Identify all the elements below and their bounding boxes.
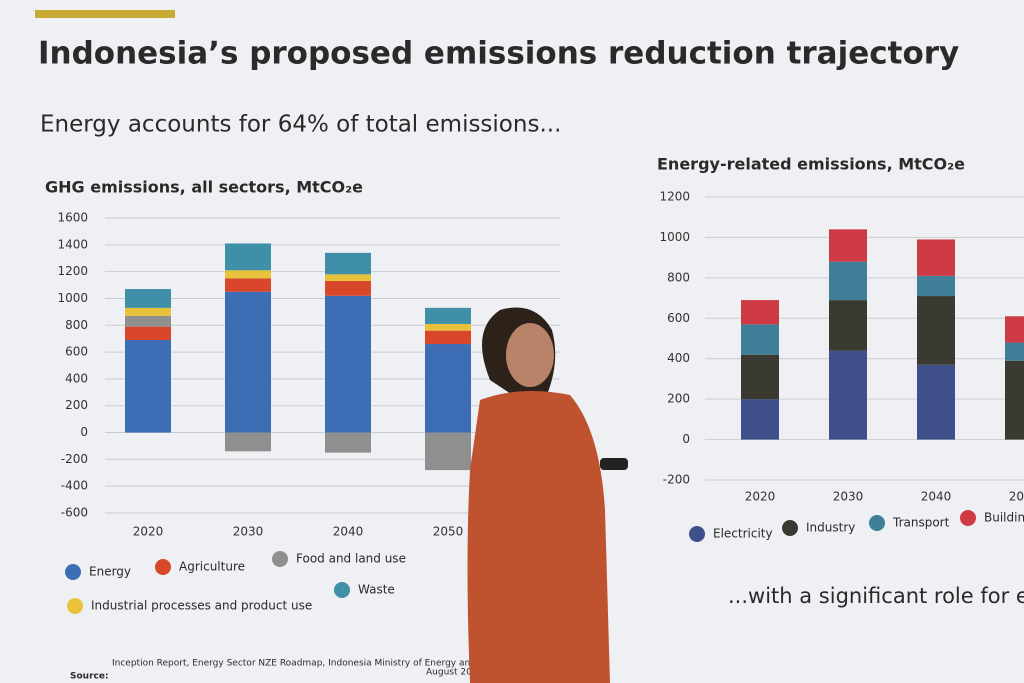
legend-marker bbox=[960, 510, 976, 526]
y-tick-label: 600 bbox=[667, 311, 690, 325]
bar-segment bbox=[917, 275, 955, 297]
legend-label: Transport bbox=[892, 516, 950, 530]
y-tick-label: 0 bbox=[80, 425, 88, 439]
bar-segment bbox=[425, 307, 471, 324]
presenter-clicker bbox=[600, 458, 628, 470]
bar-segment bbox=[917, 296, 955, 365]
y-tick-label: 200 bbox=[65, 398, 88, 412]
y-tick-label: 400 bbox=[65, 371, 88, 385]
x-tick-label: 2020 bbox=[745, 490, 776, 504]
bar-segment bbox=[225, 278, 271, 292]
legend-label: Food and land use bbox=[296, 552, 406, 566]
presenter-face bbox=[506, 323, 554, 387]
source-date: August 2024 bbox=[426, 668, 484, 678]
bar-segment bbox=[325, 274, 371, 282]
source-label: Source: bbox=[70, 672, 109, 682]
x-tick-label: 2020 bbox=[133, 525, 164, 539]
legend-label: Buildings bbox=[984, 511, 1024, 525]
x-tick-label: 2040 bbox=[921, 490, 952, 504]
bar-segment bbox=[225, 270, 271, 279]
y-tick-label: -400 bbox=[61, 479, 88, 493]
bar-segment bbox=[325, 252, 371, 275]
bar-segment bbox=[917, 239, 955, 276]
chart-title: GHG emissions, all sectors, MtCO₂e bbox=[45, 178, 363, 197]
legend-marker bbox=[155, 559, 171, 575]
bar-segment bbox=[425, 432, 471, 471]
y-tick-label: 0 bbox=[682, 432, 690, 446]
legend-marker bbox=[334, 582, 350, 598]
bar-segment bbox=[741, 399, 779, 440]
y-tick-label: 1000 bbox=[57, 291, 88, 305]
y-tick-label: 1200 bbox=[57, 264, 88, 278]
y-tick-label: 1600 bbox=[57, 211, 88, 225]
y-tick-label: -200 bbox=[663, 473, 690, 487]
legend-label: Energy bbox=[89, 565, 131, 579]
bar-segment bbox=[917, 364, 955, 440]
legend-label: Electricity bbox=[713, 527, 773, 541]
source-text: Inception Report, Energy Sector NZE Road… bbox=[112, 659, 476, 669]
bar-segment bbox=[325, 432, 371, 453]
presenter-dress bbox=[467, 391, 610, 683]
legend-marker bbox=[782, 520, 798, 536]
x-tick-label: 2040 bbox=[333, 525, 364, 539]
y-tick-label: 400 bbox=[667, 351, 690, 365]
y-tick-label: 1200 bbox=[659, 190, 690, 204]
bar-segment bbox=[741, 354, 779, 400]
legend-marker bbox=[67, 598, 83, 614]
bar-segment bbox=[125, 315, 171, 327]
y-tick-label: 600 bbox=[65, 345, 88, 359]
bar-segment bbox=[829, 300, 867, 351]
bar-segment bbox=[125, 340, 171, 433]
bar-segment bbox=[325, 295, 371, 433]
bar-segment bbox=[325, 281, 371, 296]
bar-segment bbox=[1005, 316, 1024, 343]
legend-label: Agriculture bbox=[179, 560, 245, 574]
y-tick-label: 800 bbox=[667, 270, 690, 284]
slide-title: Indonesia’s proposed emissions reduction… bbox=[38, 36, 959, 72]
y-tick-label: 200 bbox=[667, 392, 690, 406]
bar-segment bbox=[125, 289, 171, 308]
chart-title: Energy-related emissions, MtCO₂e bbox=[657, 155, 965, 174]
y-tick-label: -600 bbox=[61, 506, 88, 520]
presenter bbox=[467, 307, 628, 683]
bar-segment bbox=[425, 330, 471, 345]
y-tick-label: 1400 bbox=[57, 237, 88, 251]
bar-segment bbox=[225, 432, 271, 452]
legend-label: Industry bbox=[806, 521, 855, 535]
bar-segment bbox=[225, 291, 271, 433]
bar-segment bbox=[741, 324, 779, 355]
bar-segment bbox=[1005, 342, 1024, 361]
bar-segment bbox=[125, 307, 171, 316]
accent-bar bbox=[35, 10, 175, 18]
bar-segment bbox=[1005, 360, 1024, 440]
bar-segment bbox=[425, 323, 471, 331]
legend-marker bbox=[869, 515, 885, 531]
bar-segment bbox=[741, 300, 779, 325]
y-tick-label: 1000 bbox=[659, 230, 690, 244]
legend-marker bbox=[65, 564, 81, 580]
legend-label: Industrial processes and product use bbox=[91, 599, 312, 613]
bar-segment bbox=[829, 229, 867, 262]
x-tick-label: 2050 bbox=[433, 525, 464, 539]
bar-segment bbox=[829, 261, 867, 301]
x-tick-label: 2030 bbox=[833, 490, 864, 504]
bar-segment bbox=[425, 344, 471, 433]
bar-segment bbox=[829, 350, 867, 440]
x-tick-label: 2050 bbox=[1009, 490, 1024, 504]
footnote: ...with a significant role for em bbox=[728, 584, 1024, 608]
slide-subtitle: Energy accounts for 64% of total emissio… bbox=[40, 112, 561, 138]
x-tick-label: 2030 bbox=[233, 525, 264, 539]
legend-label: Waste bbox=[358, 583, 395, 597]
legend-marker bbox=[689, 526, 705, 542]
legend-marker bbox=[272, 551, 288, 567]
bar-segment bbox=[225, 243, 271, 271]
bar-segment bbox=[125, 326, 171, 341]
y-tick-label: 800 bbox=[65, 318, 88, 332]
y-tick-label: -200 bbox=[61, 452, 88, 466]
